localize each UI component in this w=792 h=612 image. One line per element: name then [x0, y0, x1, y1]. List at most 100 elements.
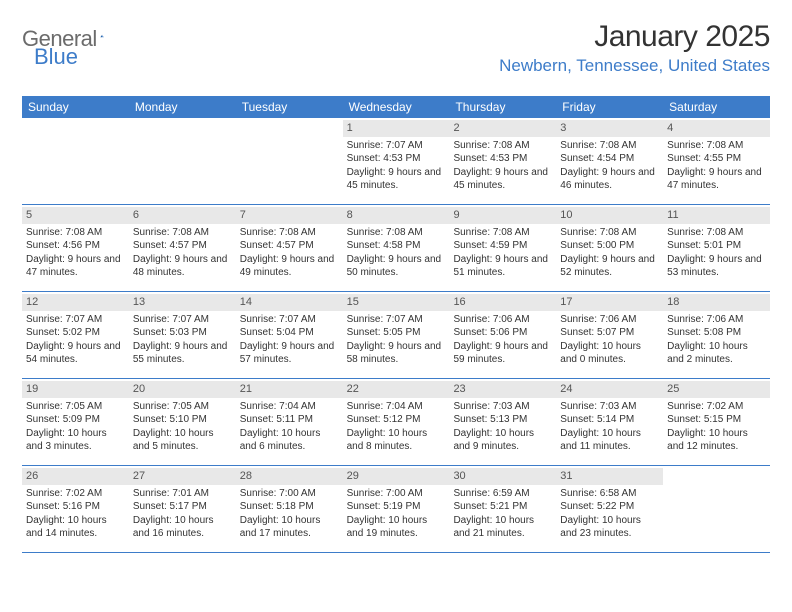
- daylight-line: Daylight: 10 hours and 17 minutes.: [240, 514, 339, 541]
- sunset-line: Sunset: 5:01 PM: [667, 239, 766, 253]
- title-block: January 2025 Newbern, Tennessee, United …: [499, 20, 770, 76]
- location-label: Newbern, Tennessee, United States: [499, 56, 770, 76]
- daylight-line: Daylight: 9 hours and 58 minutes.: [347, 340, 446, 367]
- day-cell: 8Sunrise: 7:08 AMSunset: 4:58 PMDaylight…: [343, 205, 450, 291]
- day-cell: 24Sunrise: 7:03 AMSunset: 5:14 PMDayligh…: [556, 379, 663, 465]
- sunrise-line: Sunrise: 7:07 AM: [240, 313, 339, 327]
- day-number: 10: [556, 207, 663, 224]
- day-cell: 2Sunrise: 7:08 AMSunset: 4:53 PMDaylight…: [449, 118, 556, 204]
- day-cell: 20Sunrise: 7:05 AMSunset: 5:10 PMDayligh…: [129, 379, 236, 465]
- sunrise-line: Sunrise: 7:04 AM: [347, 400, 446, 414]
- day-cell: 7Sunrise: 7:08 AMSunset: 4:57 PMDaylight…: [236, 205, 343, 291]
- day-cell: 3Sunrise: 7:08 AMSunset: 4:54 PMDaylight…: [556, 118, 663, 204]
- sunrise-line: Sunrise: 6:58 AM: [560, 487, 659, 501]
- daylight-line: Daylight: 10 hours and 8 minutes.: [347, 427, 446, 454]
- day-number: 19: [22, 381, 129, 398]
- daylight-line: Daylight: 10 hours and 9 minutes.: [453, 427, 552, 454]
- daylight-line: Daylight: 10 hours and 0 minutes.: [560, 340, 659, 367]
- day-header: Wednesday: [343, 96, 450, 118]
- day-number: 22: [343, 381, 450, 398]
- sunset-line: Sunset: 5:00 PM: [560, 239, 659, 253]
- day-number: 26: [22, 468, 129, 485]
- sunrise-line: Sunrise: 7:01 AM: [133, 487, 232, 501]
- daylight-line: Daylight: 9 hours and 47 minutes.: [26, 253, 125, 280]
- daylight-line: Daylight: 9 hours and 59 minutes.: [453, 340, 552, 367]
- day-cell: 22 Sunrise: 7:04 AMSunset: 5:12 PMDayligh…: [343, 379, 450, 465]
- day-cell: 23Sunrise: 7:03 AMSunset: 5:13 PMDayligh…: [449, 379, 556, 465]
- day-number: 17: [556, 294, 663, 311]
- sunrise-line: Sunrise: 7:08 AM: [240, 226, 339, 240]
- sunrise-line: Sunrise: 7:02 AM: [667, 400, 766, 414]
- sunrise-line: Sunrise: 7:07 AM: [26, 313, 125, 327]
- sunrise-line: Sunrise: 7:06 AM: [560, 313, 659, 327]
- day-header: Thursday: [449, 96, 556, 118]
- day-cell: 18Sunrise: 7:06 AMSunset: 5:08 PMDayligh…: [663, 292, 770, 378]
- day-number: 6: [129, 207, 236, 224]
- day-cell: 14Sunrise: 7:07 AMSunset: 5:04 PMDayligh…: [236, 292, 343, 378]
- sunset-line: Sunset: 4:58 PM: [347, 239, 446, 253]
- day-cell: 4Sunrise: 7:08 AMSunset: 4:55 PMDaylight…: [663, 118, 770, 204]
- sunrise-line: Sunrise: 7:06 AM: [667, 313, 766, 327]
- sunset-line: Sunset: 4:59 PM: [453, 239, 552, 253]
- day-header: Sunday: [22, 96, 129, 118]
- sunrise-line: Sunrise: 7:08 AM: [133, 226, 232, 240]
- day-number: 27: [129, 468, 236, 485]
- sunset-line: Sunset: 5:10 PM: [133, 413, 232, 427]
- daylight-line: Daylight: 10 hours and 14 minutes.: [26, 514, 125, 541]
- day-number: 7: [236, 207, 343, 224]
- sunset-line: Sunset: 5:17 PM: [133, 500, 232, 514]
- daylight-line: Daylight: 10 hours and 3 minutes.: [26, 427, 125, 454]
- day-cell: [236, 118, 343, 204]
- day-header: Saturday: [663, 96, 770, 118]
- day-cell: [129, 118, 236, 204]
- sunset-line: Sunset: 5:12 PM: [347, 413, 446, 427]
- sunset-line: Sunset: 5:21 PM: [453, 500, 552, 514]
- day-cell: 31Sunrise: 6:58 AMSunset: 5:22 PMDayligh…: [556, 466, 663, 552]
- day-number: 3: [556, 120, 663, 137]
- calendar-page: General January 2025 Newbern, Tennessee,…: [0, 0, 792, 612]
- day-number: 11: [663, 207, 770, 224]
- sunrise-line: Sunrise: 7:08 AM: [26, 226, 125, 240]
- sunset-line: Sunset: 5:07 PM: [560, 326, 659, 340]
- day-number: 4: [663, 120, 770, 137]
- sunset-line: Sunset: 5:05 PM: [347, 326, 446, 340]
- day-cell: 21Sunrise: 7:04 AMSunset: 5:11 PMDayligh…: [236, 379, 343, 465]
- sunrise-line: Sunrise: 7:06 AM: [453, 313, 552, 327]
- daylight-line: Daylight: 10 hours and 11 minutes.: [560, 427, 659, 454]
- sunset-line: Sunset: 4:56 PM: [26, 239, 125, 253]
- day-number: 30: [449, 468, 556, 485]
- day-number: 1: [343, 120, 450, 137]
- sunrise-line: Sunrise: 6:59 AM: [453, 487, 552, 501]
- day-header: Monday: [129, 96, 236, 118]
- day-cell: [22, 118, 129, 204]
- sunrise-line: Sunrise: 7:03 AM: [453, 400, 552, 414]
- day-cell: 1Sunrise: 7:07 AMSunset: 4:53 PMDaylight…: [343, 118, 450, 204]
- daylight-line: Daylight: 9 hours and 57 minutes.: [240, 340, 339, 367]
- month-title: January 2025: [499, 20, 770, 54]
- day-number: 25: [663, 381, 770, 398]
- sail-icon: [100, 27, 104, 45]
- day-number: 8: [343, 207, 450, 224]
- sunrise-line: Sunrise: 7:00 AM: [347, 487, 446, 501]
- day-cell: 27Sunrise: 7:01 AMSunset: 5:17 PMDayligh…: [129, 466, 236, 552]
- day-number: 13: [129, 294, 236, 311]
- daylight-line: Daylight: 10 hours and 23 minutes.: [560, 514, 659, 541]
- sunset-line: Sunset: 5:11 PM: [240, 413, 339, 427]
- sunrise-line: Sunrise: 7:08 AM: [560, 139, 659, 153]
- daylight-line: Daylight: 10 hours and 2 minutes.: [667, 340, 766, 367]
- sunset-line: Sunset: 4:57 PM: [240, 239, 339, 253]
- day-cell: 17 Sunrise: 7:06 AMSunset: 5:07 PMDayligh…: [556, 292, 663, 378]
- week-row: 12Sunrise: 7:07 AMSunset: 5:02 PMDayligh…: [22, 292, 770, 379]
- sunrise-line: Sunrise: 7:08 AM: [667, 226, 766, 240]
- day-number: 12: [22, 294, 129, 311]
- sunrise-line: Sunrise: 7:05 AM: [133, 400, 232, 414]
- sunset-line: Sunset: 5:15 PM: [667, 413, 766, 427]
- day-number: 24: [556, 381, 663, 398]
- sunrise-line: Sunrise: 7:07 AM: [347, 139, 446, 153]
- sunrise-line: Sunrise: 7:03 AM: [560, 400, 659, 414]
- daylight-line: Daylight: 9 hours and 51 minutes.: [453, 253, 552, 280]
- sunrise-line: Sunrise: 7:04 AM: [240, 400, 339, 414]
- daylight-line: Daylight: 9 hours and 53 minutes.: [667, 253, 766, 280]
- sunset-line: Sunset: 4:54 PM: [560, 152, 659, 166]
- daylight-line: Daylight: 9 hours and 45 minutes.: [453, 166, 552, 193]
